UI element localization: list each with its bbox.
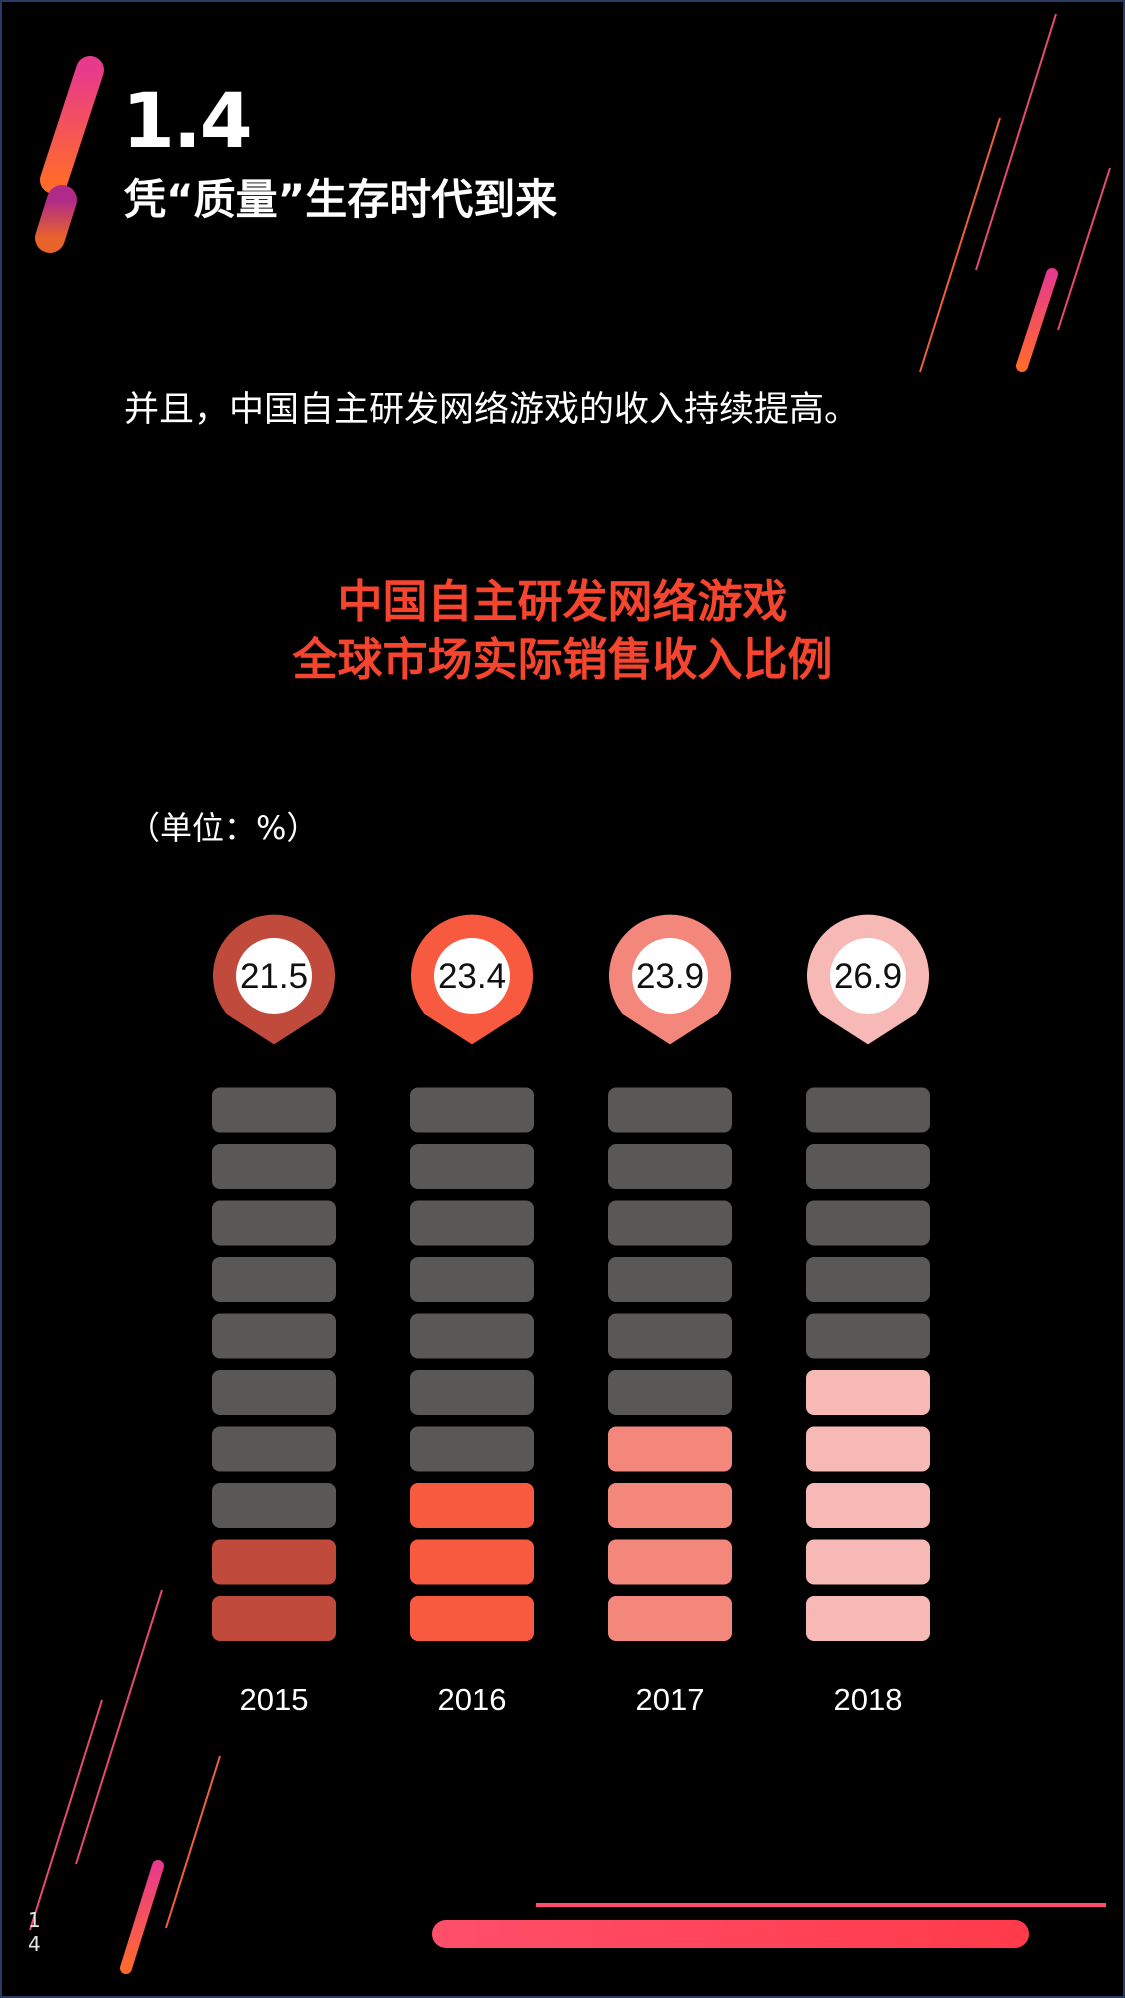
bar-segment-empty <box>608 1200 732 1246</box>
bar-segment-empty <box>212 1144 336 1189</box>
intro-text: 并且，中国自主研发网络游戏的收入持续提高。 <box>124 390 860 430</box>
data-label: 21.5 <box>240 957 308 996</box>
thin-stroke-3 <box>1057 167 1111 331</box>
thin-stroke-1 <box>975 13 1057 271</box>
bar-segment-empty <box>806 1144 930 1189</box>
thin-stroke-6 <box>165 1755 221 1929</box>
bar-segment-empty <box>410 1200 534 1246</box>
footer-bar <box>432 1920 1029 1948</box>
bar-segment-empty <box>608 1313 732 1359</box>
bar-segment-filled <box>410 1483 534 1528</box>
page-number: 14 <box>28 1908 41 1956</box>
bar-segment-empty <box>410 1087 534 1133</box>
bar-segment-filled <box>608 1596 732 1641</box>
bar-segment-empty <box>212 1087 336 1133</box>
bar-segment-filled <box>806 1370 930 1415</box>
bar-segment-empty <box>806 1087 930 1133</box>
chart-title-line1: 中国自主研发网络游戏 <box>337 575 788 628</box>
slash-pill-small <box>35 185 77 253</box>
unit-label: （单位：%） <box>128 809 319 847</box>
slash-pill-bottom <box>120 1860 164 1974</box>
slash-pill-top <box>40 56 104 194</box>
map-pin-inner-circle <box>830 938 906 1014</box>
bar-segment-filled <box>410 1539 534 1585</box>
x-tick-label: 2016 <box>438 1682 507 1717</box>
map-pin-inner-circle <box>236 938 312 1014</box>
bar-segment-empty <box>212 1257 336 1302</box>
bar-segment-empty <box>410 1426 534 1472</box>
bar-segment-empty <box>212 1483 336 1528</box>
thin-stroke-2 <box>919 117 1001 373</box>
bar-segment-empty <box>212 1426 336 1472</box>
bar-segment-filled <box>608 1426 732 1472</box>
bar-segment-filled <box>410 1596 534 1641</box>
bar-segment-empty <box>410 1313 534 1359</box>
bar-segment-empty <box>608 1257 732 1302</box>
thin-stroke-4 <box>75 1589 163 1865</box>
bar-segment-empty <box>212 1200 336 1246</box>
bar-segment-empty <box>212 1370 336 1415</box>
x-tick-label: 2018 <box>834 1682 903 1717</box>
data-label: 23.9 <box>636 957 704 996</box>
bar-segment-empty <box>212 1313 336 1359</box>
bar-segment-empty <box>410 1144 534 1189</box>
data-label: 23.4 <box>438 957 506 996</box>
bar-segment-filled <box>806 1483 930 1528</box>
x-tick-label: 2017 <box>636 1682 705 1717</box>
bar-segment-empty <box>410 1370 534 1415</box>
data-label: 26.9 <box>834 957 902 996</box>
chart-title-line2: 全球市场实际销售收入比例 <box>292 633 833 686</box>
bar-segment-filled <box>806 1596 930 1641</box>
section-title: 凭“质量”生存时代到来 <box>124 175 558 224</box>
bar-segment-filled <box>212 1539 336 1585</box>
bar-segment-empty <box>410 1257 534 1302</box>
bar-segment-empty <box>806 1313 930 1359</box>
bar-segment-empty <box>806 1257 930 1302</box>
bar-segment-empty <box>608 1370 732 1415</box>
bar-segment-empty <box>806 1200 930 1246</box>
map-pin-inner-circle <box>632 938 708 1014</box>
bar-segment-filled <box>608 1539 732 1585</box>
bar-segment-filled <box>806 1539 930 1585</box>
bar-segment-filled <box>608 1483 732 1528</box>
bar-segment-empty <box>608 1144 732 1189</box>
x-tick-label: 2015 <box>240 1682 309 1717</box>
bar-segment-empty <box>608 1087 732 1133</box>
bar-segment-filled <box>806 1426 930 1472</box>
bar-segment-filled <box>212 1596 336 1641</box>
section-number: 1.4 <box>122 76 253 165</box>
map-pin-inner-circle <box>434 938 510 1014</box>
slash-pill-right <box>1016 268 1058 372</box>
thin-stroke-5 <box>29 1699 103 1931</box>
